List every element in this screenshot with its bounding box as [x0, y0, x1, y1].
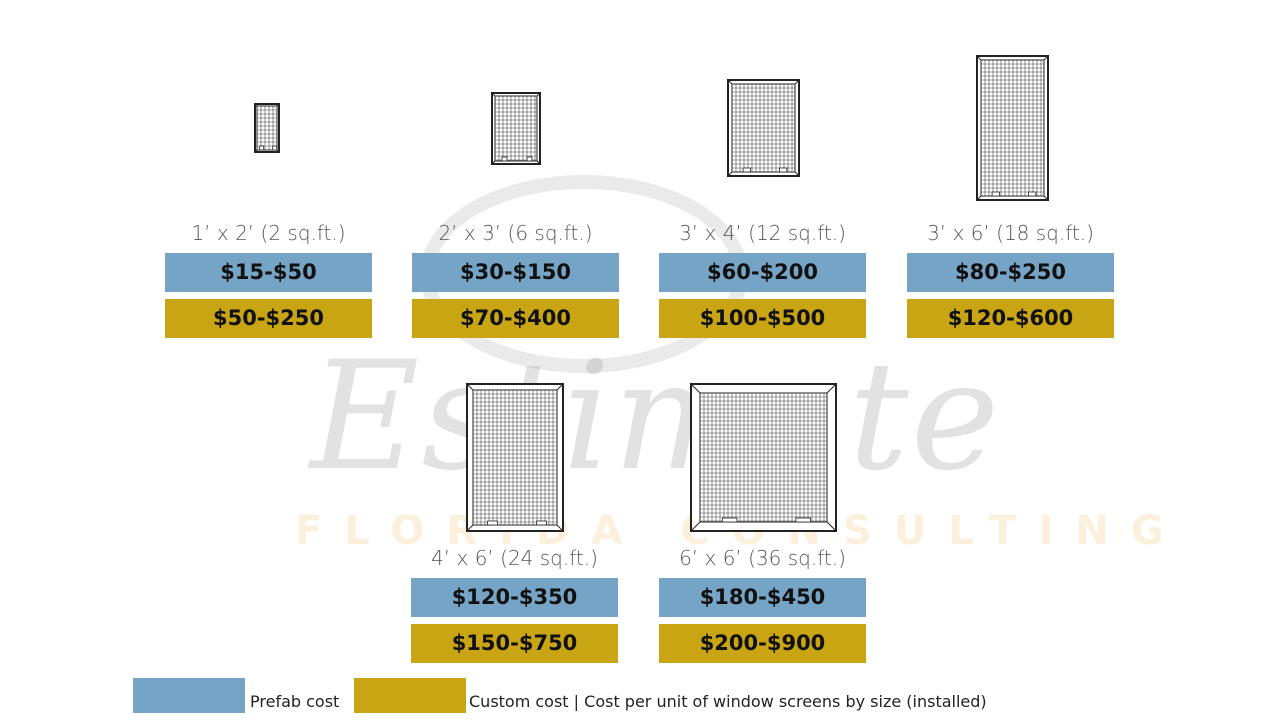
window-screen-icon: [491, 92, 541, 165]
prefab-price: $80-$250: [907, 253, 1114, 292]
size-label: 4’ x 6’ (24 sq.ft.): [431, 546, 598, 570]
custom-price: $120-$600: [907, 299, 1114, 338]
size-label: 1’ x 2’ (2 sq.ft.): [191, 221, 346, 245]
prefab-price: $15-$50: [165, 253, 372, 292]
legend-custom-label: Custom cost | Cost per unit of window sc…: [469, 692, 987, 711]
prefab-price: $30-$150: [412, 253, 619, 292]
window-screen-icon: [976, 55, 1049, 201]
legend-prefab-label: Prefab cost: [250, 692, 340, 711]
legend-prefab-swatch: [133, 678, 245, 713]
size-label: 6’ x 6’ (36 sq.ft.): [679, 546, 846, 570]
window-screen-icon: [254, 103, 280, 153]
prefab-price: $60-$200: [659, 253, 866, 292]
window-screen-icon: [690, 383, 837, 532]
watermark-logo-text: Estimate: [310, 330, 1002, 504]
custom-price: $100-$500: [659, 299, 866, 338]
window-screen-icon: [727, 79, 800, 177]
legend-custom-swatch: [354, 678, 466, 713]
custom-price: $200-$900: [659, 624, 866, 663]
custom-price: $150-$750: [411, 624, 618, 663]
size-label: 3’ x 6’ (18 sq.ft.): [927, 221, 1094, 245]
size-label: 2’ x 3’ (6 sq.ft.): [438, 221, 593, 245]
prefab-price: $180-$450: [659, 578, 866, 617]
custom-price: $50-$250: [165, 299, 372, 338]
custom-price: $70-$400: [412, 299, 619, 338]
prefab-price: $120-$350: [411, 578, 618, 617]
window-screen-icon: [466, 383, 564, 532]
size-label: 3’ x 4’ (12 sq.ft.): [679, 221, 846, 245]
